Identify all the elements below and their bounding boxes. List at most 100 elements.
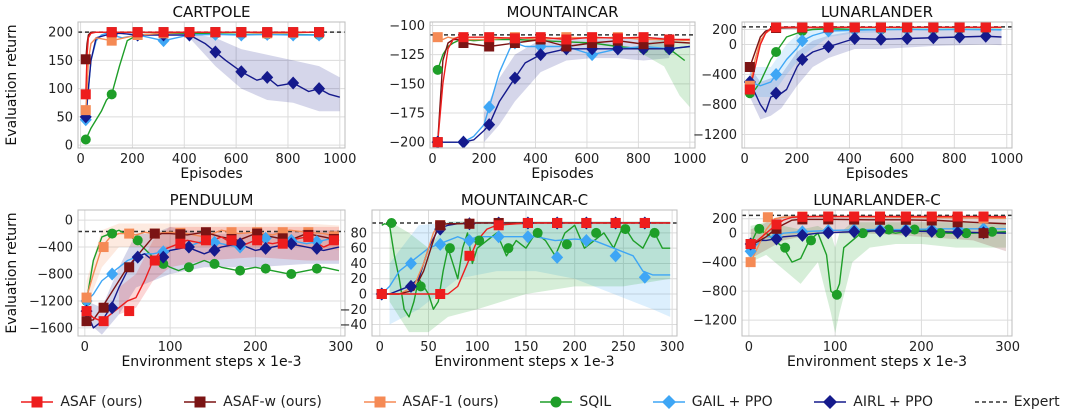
marker-asaf_w (638, 39, 649, 50)
plot-frame (371, 209, 678, 337)
marker-asaf (978, 211, 989, 222)
marker-asaf_1 (81, 292, 92, 303)
series-line-airl (749, 35, 1002, 113)
marker-asaf (561, 34, 572, 45)
marker-sqil (591, 227, 602, 238)
y-tick-label: −150 (389, 77, 425, 92)
marker-asaf (432, 137, 443, 148)
marker-sqil (106, 89, 117, 100)
y-axis-label: Evaluation return (4, 212, 20, 333)
x-tick-label: 300 (660, 340, 685, 355)
marker-asaf (587, 32, 598, 43)
x-tick-label: 100 (158, 340, 183, 355)
y-tick-label: 0 (359, 288, 367, 303)
panel-lunarlander: 0 200 400 600 800 1000−1200−800−4000200LUNARL… (693, 3, 1023, 182)
marker-asaf (493, 220, 504, 231)
marker-sqil (311, 263, 322, 274)
marker-airl (261, 70, 274, 84)
legend-label: SQIL (579, 394, 612, 410)
marker-airl (285, 237, 298, 251)
x-tick-label: 150 (514, 340, 539, 355)
marker-asaf_w (252, 228, 263, 239)
marker-gail (770, 68, 783, 81)
marker-sqil (260, 263, 271, 274)
series-line-gail (381, 236, 671, 295)
y-tick-label: −1200 (693, 314, 737, 329)
x-axis-label: Episodes (531, 166, 593, 182)
marker-asaf (262, 27, 273, 38)
marker-sqil (209, 258, 220, 269)
marker-asaf_w (149, 228, 160, 239)
marker-gail (483, 100, 496, 114)
marker-airl (901, 32, 914, 45)
marker-asaf_w (952, 217, 963, 228)
band-asaf_1 (86, 223, 340, 308)
marker-asaf (771, 22, 782, 33)
x-tick-label: 600 (889, 152, 914, 167)
marker-asaf_w (587, 38, 598, 48)
y-tick-label: −125 (389, 48, 425, 63)
marker-asaf_w (464, 218, 475, 229)
marker-asaf (797, 22, 808, 33)
marker-asaf_1 (745, 257, 756, 268)
panel-title: LUNARLANDER-C (813, 191, 940, 209)
marker-airl (951, 225, 964, 239)
panel-pendulum: 0 100 200 300 −1600 −1200 −800 −400 0 PENDULUM Env… (4, 191, 353, 370)
band-sqil (750, 222, 1006, 334)
marker-asaf (926, 211, 937, 222)
marker-airl (259, 241, 272, 255)
marker-sqil (132, 235, 143, 246)
y-tick-label: −1200 (29, 294, 73, 309)
marker-sqil (780, 242, 791, 253)
marker-asaf (328, 235, 339, 246)
marker-asaf_1 (98, 242, 109, 253)
x-tick-label: 0 (81, 340, 89, 355)
figure-panels: 0 200 400 600 800 1000050100150200CARTPOLEEpi… (4, 3, 1023, 370)
marker-sqil (107, 228, 118, 239)
band-airl (484, 37, 670, 143)
marker-asaf (277, 238, 288, 249)
marker-sqil (474, 235, 485, 246)
legend-label: GAIL + PPO (691, 394, 773, 410)
marker-asaf (314, 27, 325, 38)
marker-airl (313, 82, 326, 96)
marker-airl (848, 32, 861, 45)
marker-airl (457, 135, 470, 148)
panel-title: PENDULUM (170, 191, 254, 209)
marker-asaf_1 (226, 227, 237, 238)
y-tick-label: −1200 (693, 128, 737, 143)
marker-airl (404, 279, 417, 293)
x-tick-label: 800 (942, 152, 967, 167)
x-tick-label: 300 (995, 340, 1020, 355)
x-tick-label: 1000 (673, 152, 706, 167)
marker-airl (770, 232, 783, 246)
x-tick-label: 800 (276, 152, 301, 167)
legend-item-asaf: ASAF (ours) (20, 394, 143, 410)
panel-mountaincar: 0 200 400 600 800 1000 −200 −175 −150 −125 −100 MOU… (389, 3, 706, 182)
marker-airl (925, 224, 938, 238)
marker-asaf (581, 217, 592, 228)
marker-sqil (503, 243, 514, 254)
marker-sqil (80, 134, 91, 145)
legend-swatch (974, 401, 1007, 403)
y-tick-label: −100 (389, 19, 425, 34)
marker-airl (822, 226, 835, 240)
panel-title: MOUNTAINCAR-C (461, 191, 588, 209)
y-axis-label: Evaluation return (4, 24, 20, 145)
marker-sqil (771, 47, 782, 57)
x-tick-label: 0 (428, 152, 436, 167)
marker-asaf_1 (432, 32, 443, 43)
marker-asaf (823, 211, 834, 222)
marker-asaf_w (458, 38, 469, 48)
marker-airl (287, 76, 300, 90)
marker-sqil (444, 243, 455, 254)
marker-asaf (484, 32, 495, 43)
marker-asaf (900, 211, 911, 222)
legend-swatch (814, 395, 847, 409)
x-tick-label: 0 (745, 340, 753, 355)
marker-asaf (771, 219, 782, 230)
y-tick-label: −20 (340, 303, 367, 318)
marker-asaf (124, 306, 135, 317)
marker-sqil (831, 289, 842, 300)
marker-airl (235, 65, 248, 79)
